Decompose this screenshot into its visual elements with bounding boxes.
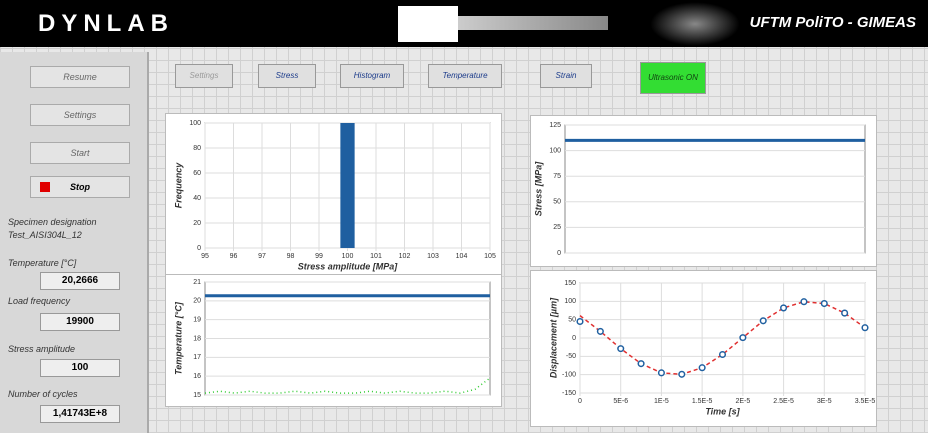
x-tick-label: 104 bbox=[456, 253, 468, 260]
y-tick-label: 100 bbox=[189, 120, 201, 127]
y-axis-label: Temperature [°C] bbox=[173, 301, 183, 375]
data-point bbox=[638, 361, 644, 367]
y-tick-label: 25 bbox=[553, 224, 561, 231]
y-tick-label: 0 bbox=[197, 245, 201, 252]
y-tick-label: 100 bbox=[549, 147, 561, 154]
data-point bbox=[781, 305, 787, 311]
data-point bbox=[821, 301, 827, 307]
data-point bbox=[598, 329, 604, 335]
data-point bbox=[842, 310, 848, 316]
y-axis-label: Stress [MPa] bbox=[533, 161, 543, 217]
x-tick-label: 102 bbox=[399, 253, 411, 260]
x-tick-label: 2E-5 bbox=[735, 398, 750, 405]
data-point bbox=[679, 372, 685, 378]
data-point bbox=[618, 346, 624, 352]
y-tick-label: -50 bbox=[566, 353, 576, 360]
x-tick-label: 96 bbox=[230, 253, 238, 260]
y-axis-label: Displacement [µm] bbox=[548, 297, 558, 378]
x-tick-label: 105 bbox=[484, 253, 496, 260]
x-tick-label: 3E-5 bbox=[817, 398, 832, 405]
charts: 0 20 40 60 80 100 95 96 97 98 99 100 101 102 103 104 105… bbox=[0, 0, 928, 433]
y-tick-label: 20 bbox=[193, 220, 201, 227]
x-tick-label: 0 bbox=[578, 398, 582, 405]
y-tick-label: 75 bbox=[553, 173, 561, 180]
plot-area bbox=[565, 125, 865, 253]
x-tick-label: 99 bbox=[315, 253, 323, 260]
y-tick-label: 60 bbox=[193, 170, 201, 177]
data-point bbox=[862, 325, 868, 331]
x-tick-label: 95 bbox=[201, 253, 209, 260]
data-point bbox=[577, 319, 583, 325]
data-point bbox=[760, 318, 766, 324]
y-tick-label: 150 bbox=[564, 280, 576, 287]
y-tick-label: -100 bbox=[562, 372, 576, 379]
x-tick-label: 101 bbox=[370, 253, 382, 260]
histogram-bar bbox=[340, 123, 354, 248]
y-tick-label: 20 bbox=[193, 298, 201, 305]
y-tick-label: 15 bbox=[193, 392, 201, 399]
y-tick-label: 0 bbox=[572, 335, 576, 342]
y-tick-label: 16 bbox=[193, 373, 201, 380]
x-tick-label: 5E-6 bbox=[613, 398, 628, 405]
x-tick-label: 97 bbox=[258, 253, 266, 260]
y-tick-label: 80 bbox=[193, 145, 201, 152]
y-axis-label: Frequency bbox=[173, 162, 183, 209]
y-tick-label: 40 bbox=[193, 195, 201, 202]
y-tick-label: 0 bbox=[557, 250, 561, 257]
x-axis-label: Stress amplitude [MPa] bbox=[298, 261, 399, 271]
x-tick-label: 1.5E-5 bbox=[692, 398, 713, 405]
data-point bbox=[720, 352, 726, 358]
y-tick-label: 50 bbox=[568, 317, 576, 324]
y-tick-label: 19 bbox=[193, 317, 201, 324]
data-point bbox=[801, 299, 807, 305]
y-tick-label: 18 bbox=[193, 335, 201, 342]
y-tick-label: 17 bbox=[193, 354, 201, 361]
app-window: DYNLAB UFTM PoliTO - GIMEAS Resume Setti… bbox=[0, 0, 928, 433]
y-tick-label: 50 bbox=[553, 199, 561, 206]
x-axis-label: Time [s] bbox=[705, 406, 740, 416]
y-tick-label: 21 bbox=[193, 279, 201, 286]
x-tick-label: 103 bbox=[427, 253, 439, 260]
y-tick-label: 125 bbox=[549, 122, 561, 129]
x-tick-label: 3.5E-5 bbox=[855, 398, 876, 405]
x-tick-label: 98 bbox=[287, 253, 295, 260]
y-tick-label: 100 bbox=[564, 298, 576, 305]
x-tick-label: 2.5E-5 bbox=[773, 398, 794, 405]
data-point bbox=[699, 365, 705, 371]
x-tick-label: 100 bbox=[342, 253, 354, 260]
data-point bbox=[740, 335, 746, 341]
x-tick-label: 1E-5 bbox=[654, 398, 669, 405]
data-point bbox=[659, 370, 665, 376]
y-tick-label: -150 bbox=[562, 390, 576, 397]
